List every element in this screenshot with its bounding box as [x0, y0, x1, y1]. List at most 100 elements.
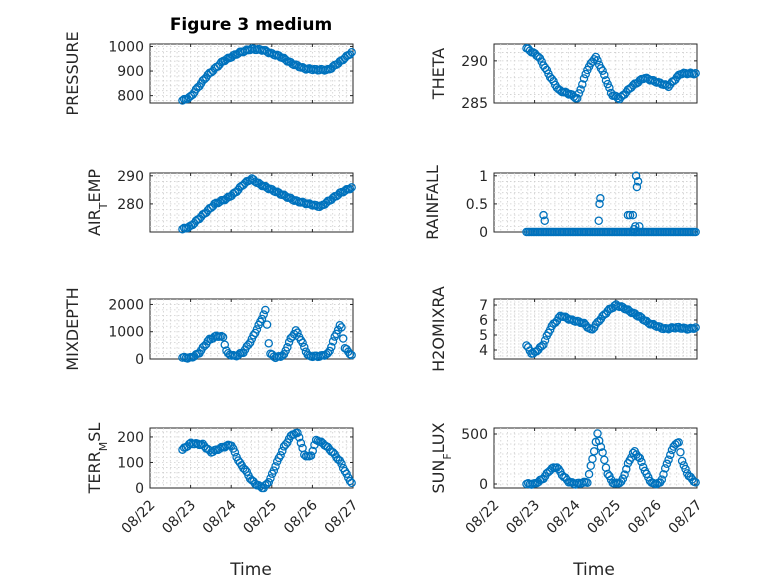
data-point	[293, 428, 302, 438]
data-point	[625, 210, 635, 220]
y-tick-label: 0.5	[466, 197, 488, 213]
x-tick-label: 08/27	[322, 497, 362, 537]
data-point	[578, 80, 587, 89]
data-point	[579, 74, 589, 83]
x-tick-label: 08/24	[544, 497, 584, 537]
x-tick-label: 08/24	[200, 497, 240, 537]
data-point	[347, 183, 356, 192]
y-tick-label: 285	[461, 96, 488, 112]
data-point	[572, 94, 582, 103]
y-axis-label: MIXDEPTH	[63, 287, 82, 370]
x-tick-label: 08/26	[625, 497, 665, 537]
data-point	[691, 478, 700, 487]
data-point	[689, 324, 699, 334]
figure-title: Figure 3 medium	[170, 15, 332, 35]
data-point	[631, 171, 641, 181]
data-point	[632, 182, 642, 192]
y-axis-label: H2OMIXRA	[429, 286, 448, 372]
data-point	[325, 346, 334, 356]
data-point	[345, 476, 355, 486]
data-point	[338, 334, 348, 343]
data-point	[664, 455, 673, 464]
data-point	[271, 462, 280, 471]
y-tick-label: 0	[479, 477, 488, 493]
data-point	[278, 446, 287, 456]
series-theta	[522, 43, 700, 104]
x-tick-label: 08/26	[281, 497, 321, 537]
data-point	[576, 85, 585, 94]
data-point	[574, 89, 584, 98]
y-axis-label: TERRMSL	[85, 423, 110, 495]
series-pressure	[178, 44, 356, 105]
series-rainfall	[522, 171, 700, 237]
data-point	[632, 311, 641, 320]
data-point	[588, 454, 597, 464]
data-point	[691, 323, 700, 332]
x-tick-label: 08/25	[240, 497, 280, 537]
data-point	[628, 210, 638, 220]
data-point	[269, 466, 279, 475]
data-point	[593, 56, 602, 65]
x-tick-label: 08/22	[119, 497, 159, 537]
y-tick-label: 290	[461, 54, 488, 70]
y-tick-label: 0	[135, 352, 144, 368]
data-point	[337, 323, 346, 332]
data-point	[266, 474, 275, 483]
data-point	[327, 342, 336, 352]
data-point	[220, 340, 230, 349]
data-point	[347, 47, 356, 57]
y-tick-label: 1000	[108, 39, 144, 55]
y-axis-label: SUNFLUX	[429, 422, 454, 493]
y-tick-label: 290	[117, 169, 144, 185]
axes-box	[149, 298, 354, 360]
y-axis-label: THETA	[429, 48, 448, 100]
data-point	[677, 456, 687, 466]
data-point	[264, 339, 274, 348]
y-tick-label: 6	[479, 313, 488, 329]
data-point	[637, 457, 646, 467]
y-tick-label: 0	[135, 481, 144, 497]
data-point	[660, 464, 670, 473]
y-tick-label: 800	[117, 89, 144, 105]
subplot-mixdepth: 0 1000 2000 MIXDEPTH	[63, 287, 356, 371]
data-point	[638, 462, 648, 472]
x-tick-label: 08/22	[463, 497, 503, 537]
data-point	[218, 332, 228, 342]
data-point	[306, 451, 316, 460]
data-point	[657, 475, 667, 484]
y-tick-label: 500	[461, 427, 488, 443]
data-point	[635, 453, 645, 463]
data-point	[298, 338, 307, 347]
y-tick-label: 900	[117, 64, 144, 80]
series-h2omixra	[522, 300, 700, 358]
data-point	[600, 70, 609, 80]
x-tick-label: 08/23	[159, 497, 199, 537]
data-point	[335, 320, 345, 330]
data-point	[296, 438, 306, 448]
y-tick-label: 280	[117, 197, 144, 213]
data-point	[659, 470, 668, 479]
data-point	[337, 459, 346, 468]
data-point	[230, 448, 240, 457]
y-tick-label: 200	[117, 430, 144, 446]
data-point	[257, 314, 267, 324]
data-point	[583, 478, 592, 487]
data-point	[578, 478, 587, 488]
x-tick-label: 08/23	[503, 497, 543, 537]
data-point	[594, 216, 603, 226]
y-tick-label: 1	[479, 169, 488, 185]
data-point	[581, 69, 590, 79]
data-point	[276, 451, 285, 460]
data-point	[539, 340, 548, 349]
x-tick-label: 08/25	[584, 497, 624, 537]
data-point	[596, 442, 606, 452]
subplot-sunflux: 0 500 SUNFLUX 08/22 08/23 08/24 08/25 08/26 08/2…	[429, 422, 705, 537]
data-point	[537, 57, 546, 66]
data-point	[291, 326, 301, 335]
data-point	[294, 433, 304, 442]
data-point	[598, 66, 607, 76]
data-point	[629, 224, 639, 234]
data-point	[676, 447, 685, 457]
